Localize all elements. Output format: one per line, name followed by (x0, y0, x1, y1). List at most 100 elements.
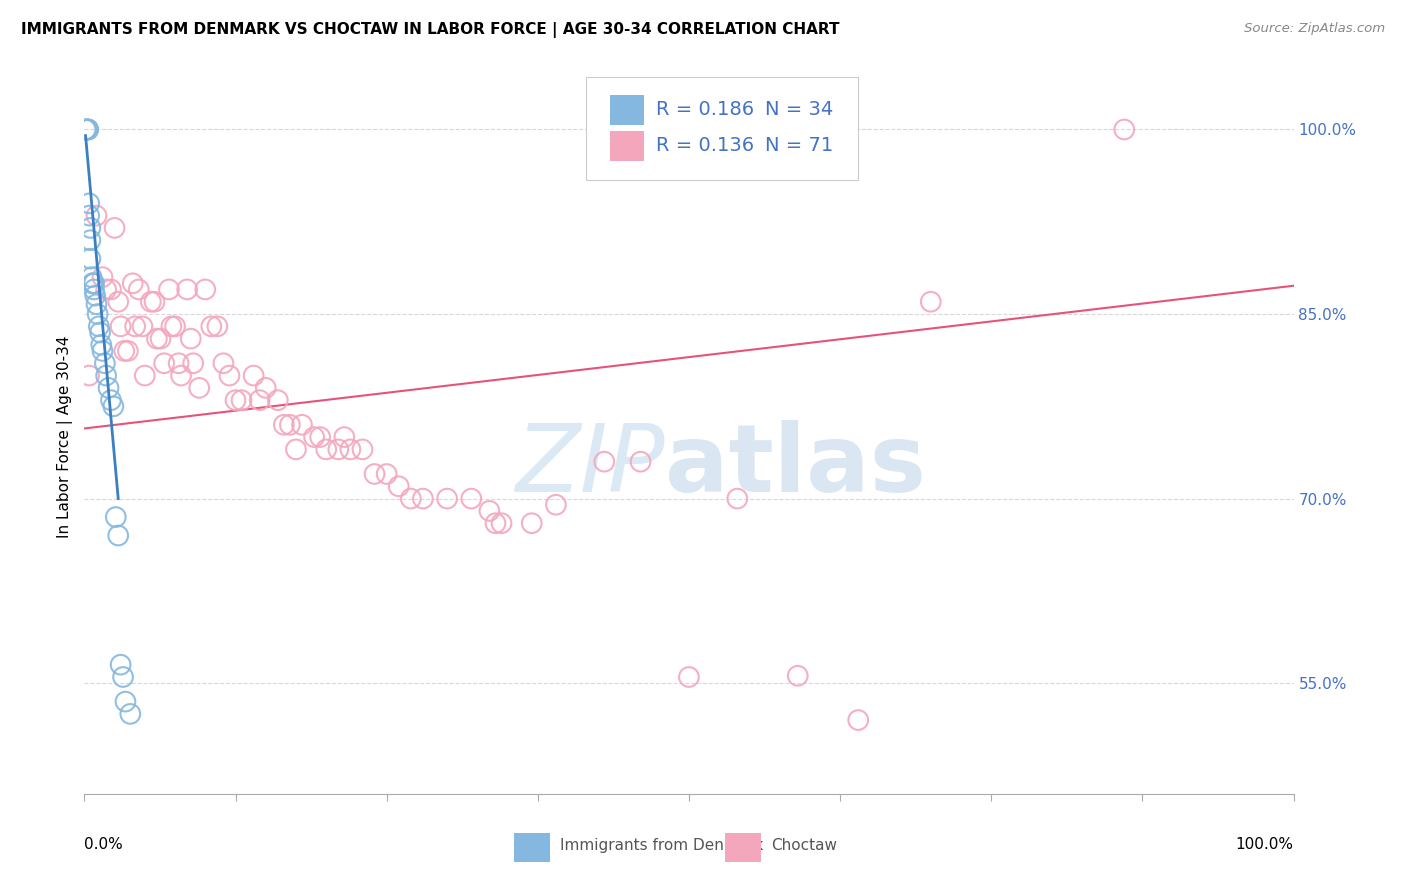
Point (79, 221, 101, 235)
Text: Choctaw: Choctaw (770, 838, 837, 854)
Point (149, 332, 172, 346)
Point (200, 319, 222, 334)
Point (143, 294, 166, 309)
Point (114, 695, 136, 709)
Point (84, 288, 107, 302)
Text: Source: ZipAtlas.com: Source: ZipAtlas.com (1244, 22, 1385, 36)
Point (82, 277, 104, 291)
Point (86, 307, 108, 321)
Point (786, 669, 808, 683)
Point (107, 528, 129, 542)
Point (544, 498, 567, 512)
Point (388, 479, 411, 493)
Point (846, 713, 869, 727)
Point (328, 442, 350, 457)
Point (165, 319, 187, 334)
Point (478, 504, 501, 518)
Text: R = 0.186: R = 0.186 (657, 100, 755, 119)
Point (254, 381, 277, 395)
Bar (513, 833, 550, 862)
Point (139, 294, 162, 309)
Point (86, 209, 108, 223)
Point (82, 277, 104, 291)
Point (278, 417, 301, 432)
Point (104, 221, 127, 235)
Text: R = 0.136: R = 0.136 (657, 136, 755, 154)
Point (678, 670, 700, 684)
FancyBboxPatch shape (586, 77, 858, 180)
Point (284, 442, 308, 457)
Text: 100.0%: 100.0% (1236, 837, 1294, 852)
Point (110, 319, 132, 334)
Point (315, 442, 337, 457)
Point (1114, 122, 1136, 136)
Point (80, 270, 103, 285)
Point (194, 282, 217, 296)
Point (484, 516, 506, 531)
Point (242, 368, 264, 383)
Bar (610, 131, 644, 161)
Point (218, 368, 240, 383)
Point (167, 356, 190, 370)
Point (107, 294, 129, 309)
Point (91, 270, 114, 285)
Point (593, 455, 616, 469)
Point (128, 282, 150, 296)
Text: IMMIGRANTS FROM DENMARK VS CHOCTAW IN LABOR FORCE | AGE 30-34 CORRELATION CHART: IMMIGRANTS FROM DENMARK VS CHOCTAW IN LA… (21, 22, 839, 38)
Point (436, 491, 458, 506)
Point (77, 209, 100, 223)
Point (86, 297, 108, 311)
Point (146, 332, 169, 346)
Point (630, 455, 652, 469)
Point (112, 670, 135, 684)
Bar (725, 833, 762, 862)
Point (110, 657, 132, 672)
Point (124, 319, 146, 334)
Point (77, 368, 100, 383)
Text: ZIP: ZIP (515, 420, 665, 511)
Point (302, 430, 325, 444)
Point (112, 343, 135, 358)
Point (352, 442, 374, 457)
Point (100, 282, 122, 296)
Point (75, 122, 97, 136)
Point (207, 319, 229, 334)
Text: atlas: atlas (665, 419, 925, 512)
Point (83, 277, 105, 291)
Point (160, 319, 183, 334)
Point (91, 343, 114, 358)
Point (212, 356, 235, 370)
Point (77, 122, 100, 136)
Point (79, 233, 101, 247)
Point (267, 393, 290, 408)
Point (100, 393, 122, 408)
Point (121, 277, 143, 291)
Point (231, 393, 253, 408)
Point (491, 516, 513, 531)
Point (333, 430, 356, 444)
Point (104, 510, 127, 524)
Point (79, 252, 101, 266)
Point (725, 491, 748, 506)
Point (225, 393, 247, 408)
Text: N = 34: N = 34 (765, 100, 834, 119)
Point (273, 417, 295, 432)
Point (97, 381, 120, 395)
Point (77, 196, 100, 211)
Point (77, 122, 100, 136)
Point (309, 430, 332, 444)
Point (120, 706, 142, 721)
Point (291, 417, 314, 432)
Point (170, 368, 193, 383)
Point (157, 282, 180, 296)
Point (134, 368, 156, 383)
Point (460, 491, 482, 506)
Bar (610, 95, 644, 125)
Point (375, 467, 398, 481)
Point (363, 467, 385, 481)
Point (339, 442, 361, 457)
Point (76, 122, 98, 136)
Point (180, 332, 202, 346)
Point (90, 338, 112, 352)
Point (412, 491, 434, 506)
